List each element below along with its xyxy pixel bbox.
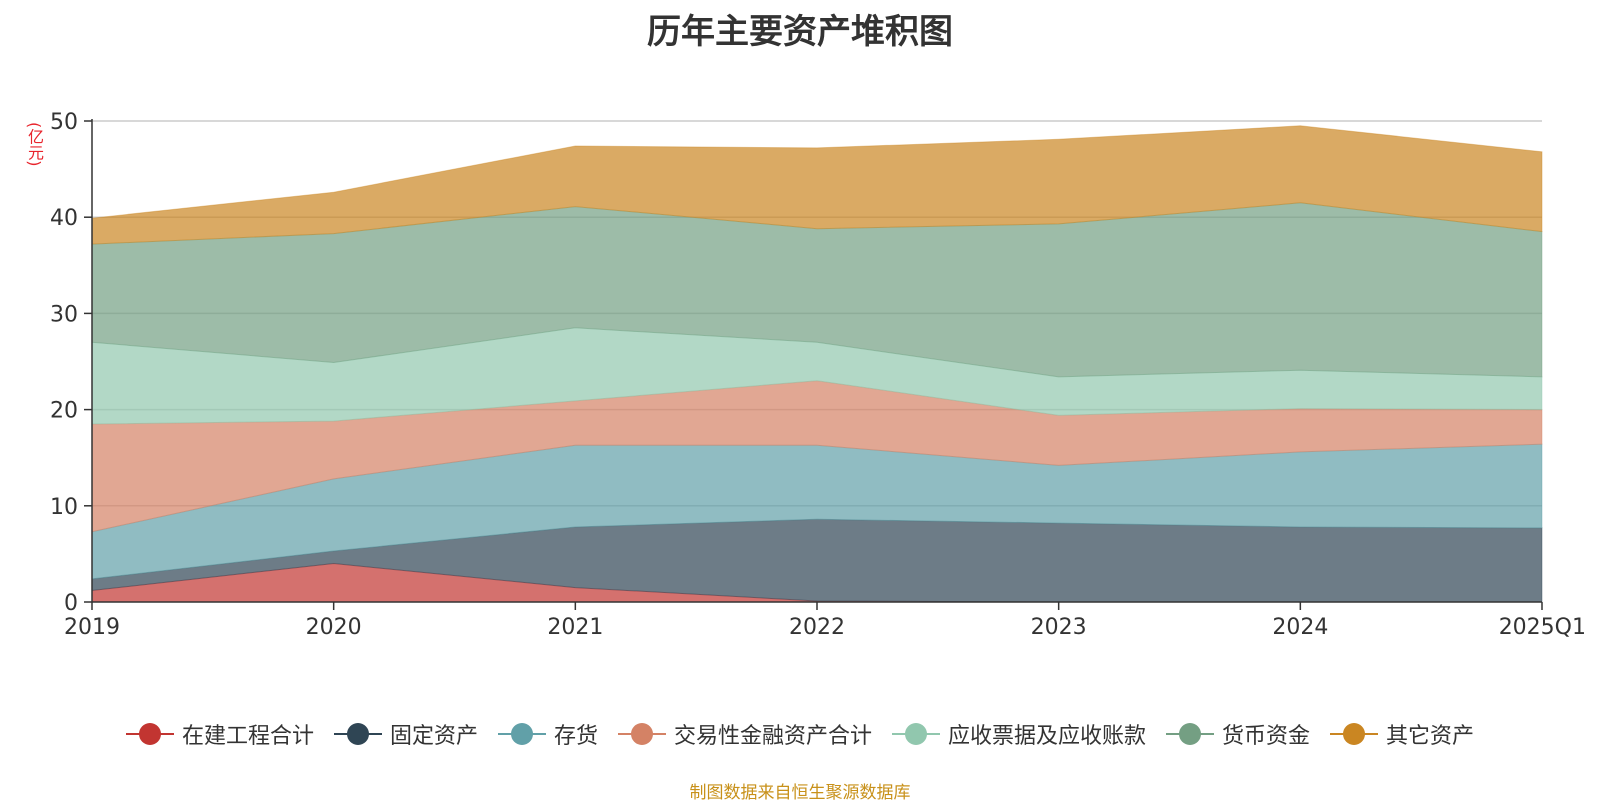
legend-marker — [125, 722, 174, 746]
legend-marker — [497, 722, 546, 746]
x-tick-label: 2024 — [1272, 615, 1328, 640]
legend-label: 交易性金融资产合计 — [673, 724, 872, 749]
legend-label: 其它资产 — [1386, 724, 1475, 749]
x-tick-label: 2021 — [547, 615, 603, 640]
chart-title: 历年主要资产堆积图 — [647, 12, 953, 52]
y-tick-label: 10 — [50, 495, 78, 520]
x-tick-label: 2022 — [789, 615, 845, 640]
legend-item-7[interactable]: 其它资产 — [1330, 718, 1474, 750]
legend-label: 货币资金 — [1222, 724, 1311, 749]
y-tick-label: 50 — [50, 110, 78, 135]
legend-marker — [1330, 722, 1379, 746]
y-axis-unit-label: (亿元) — [25, 122, 44, 167]
x-tick-label: 2019 — [64, 615, 120, 640]
legend-marker — [892, 722, 940, 746]
y-tick-label: 40 — [50, 206, 78, 231]
legend-marker — [333, 722, 382, 746]
y-tick-label: 30 — [50, 302, 78, 327]
legend-item-4[interactable]: 交易性金融资产合计 — [617, 718, 872, 750]
legend-label: 应收票据及应收账款 — [948, 724, 1147, 749]
legend-item-3[interactable]: 存货 — [497, 718, 598, 750]
legend-label: 固定资产 — [389, 724, 478, 749]
legend-item-1[interactable]: 在建工程合计 — [125, 718, 314, 750]
chart-legend: 在建工程合计 固定资产 存货 交易性金融资产合计 应收票据及应收账款 货币资金 其它资产 — [0, 718, 1600, 750]
y-tick-label: 0 — [64, 591, 78, 616]
x-tick-label: 2025Q1 — [1499, 615, 1586, 640]
source-note: 制图数据来自恒生聚源数据库 — [689, 783, 911, 803]
area-series-5 — [91, 327, 1543, 425]
legend-marker — [1166, 722, 1215, 746]
legend-item-2[interactable]: 固定资产 — [333, 718, 478, 750]
legend-item-6[interactable]: 货币资金 — [1166, 718, 1310, 750]
legend-marker — [617, 722, 666, 746]
x-tick-label: 2023 — [1031, 615, 1087, 640]
legend-item-5[interactable]: 应收票据及应收账款 — [892, 718, 1146, 750]
y-tick-label: 20 — [50, 399, 78, 424]
x-tick-label: 2020 — [306, 615, 362, 640]
area-series-7 — [91, 125, 1543, 245]
legend-label: 存货 — [553, 724, 598, 749]
legend-label: 在建工程合计 — [181, 724, 314, 749]
